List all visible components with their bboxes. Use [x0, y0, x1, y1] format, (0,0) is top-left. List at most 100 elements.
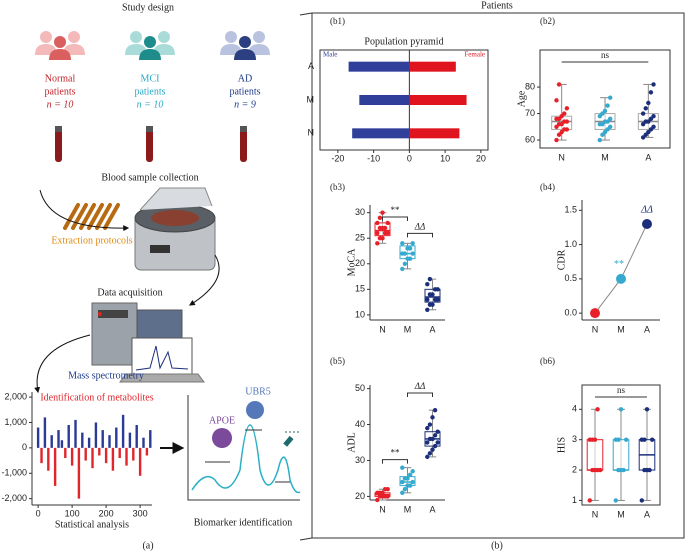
bar: [108, 435, 111, 448]
point: [562, 111, 567, 116]
y-tick-label: 2: [572, 464, 577, 474]
people-mci: [125, 31, 175, 60]
plot-frame: [539, 49, 671, 149]
bar: [128, 432, 132, 448]
y-tick-label: 30: [355, 207, 365, 217]
x-tick-label: M: [617, 324, 625, 334]
group-line: patients: [134, 86, 165, 97]
y-tick-label: 0: [22, 442, 27, 452]
x-tick-label: M: [617, 509, 625, 519]
group-name: MCI: [141, 73, 160, 84]
point: [432, 433, 438, 438]
bar: [50, 435, 53, 448]
x-tick-label: M: [601, 152, 609, 162]
step-label: Mass spectrometry: [68, 370, 144, 381]
point: [564, 127, 570, 132]
bar: [87, 437, 91, 448]
x-tick-label: 100: [65, 508, 80, 518]
point: [410, 251, 415, 256]
bar: [74, 419, 77, 448]
x-tick-label: N: [592, 324, 599, 334]
x-tick-label: -10: [367, 153, 380, 163]
point: [407, 483, 413, 488]
x-tick-label: 10: [440, 153, 450, 163]
step-label: Extraction protocols: [51, 235, 132, 246]
y-tick-label: 10: [355, 309, 365, 319]
connector: [299, 12, 313, 16]
y-tick-label: 3: [572, 434, 577, 444]
panel-b-title: Patients: [481, 0, 513, 11]
bar: [409, 128, 460, 139]
point: [651, 82, 656, 87]
y-tick-label: 50: [355, 383, 365, 393]
bar: [70, 447, 74, 466]
y-tick-label: 60: [525, 134, 535, 144]
people-normal: [35, 31, 85, 60]
arrow: [39, 189, 130, 232]
bar: [94, 422, 98, 448]
point: [598, 467, 603, 473]
bar: [142, 437, 145, 448]
bar: [43, 417, 47, 448]
point: [375, 241, 380, 246]
point: [375, 230, 380, 236]
chart-title: Identification of metabolites: [40, 392, 153, 403]
y-tick-label: 20: [355, 491, 365, 501]
point: [435, 429, 440, 434]
bar: [409, 61, 456, 72]
x-tick-label: N: [558, 152, 565, 162]
y-axis-label: Age: [516, 90, 527, 107]
point: [648, 90, 654, 95]
point: [605, 103, 610, 108]
point: [400, 490, 405, 496]
point: [618, 407, 624, 412]
point: [554, 137, 559, 143]
group-line: patients: [44, 86, 75, 97]
bar: [138, 447, 142, 476]
x-tick-label: 0: [36, 508, 41, 518]
x-tick-label: 0: [407, 153, 412, 163]
x-tick-label: M: [404, 324, 412, 334]
group-name: AD: [238, 73, 252, 84]
point: [425, 307, 430, 312]
point: [427, 451, 433, 456]
point: [587, 498, 592, 503]
panel-label: (b2): [540, 16, 555, 26]
point: [564, 119, 570, 124]
y-tick-label: -1,000: [1, 468, 27, 478]
point: [430, 447, 435, 452]
point: [425, 282, 430, 287]
point: [616, 273, 626, 284]
point: [407, 472, 413, 478]
annotation: **: [391, 205, 401, 215]
x-tick-label: N: [379, 324, 386, 334]
point: [650, 437, 655, 442]
point: [608, 116, 613, 122]
bar: [132, 447, 135, 461]
y-tick-label: 0.0: [564, 308, 577, 318]
annotation: ns: [601, 50, 610, 60]
group-count: n = 9: [234, 99, 256, 110]
group-count: n = 10: [137, 99, 164, 110]
annotation: **: [391, 448, 401, 458]
bracket: [407, 232, 433, 238]
extraction-tubes: [63, 203, 120, 230]
point: [425, 425, 430, 431]
arrow: [188, 254, 220, 306]
bar: [67, 425, 70, 448]
panel-b-frame: [311, 12, 685, 539]
mass-spectrometer: [91, 302, 205, 383]
point: [602, 108, 608, 114]
point: [427, 276, 433, 282]
y-tick-label: -2,000: [1, 493, 27, 503]
annotation: ΔΔ: [414, 381, 426, 391]
biomarker-label: UBR5: [245, 386, 271, 397]
bar: [98, 447, 101, 456]
x-tick-label: A: [645, 152, 651, 162]
bar: [125, 447, 128, 466]
bar: [57, 430, 60, 448]
bar: [81, 432, 84, 448]
y-tick-label: 4: [572, 404, 577, 414]
y-tick-label: 2,000: [4, 391, 27, 401]
x-tick-label: A: [429, 324, 435, 334]
